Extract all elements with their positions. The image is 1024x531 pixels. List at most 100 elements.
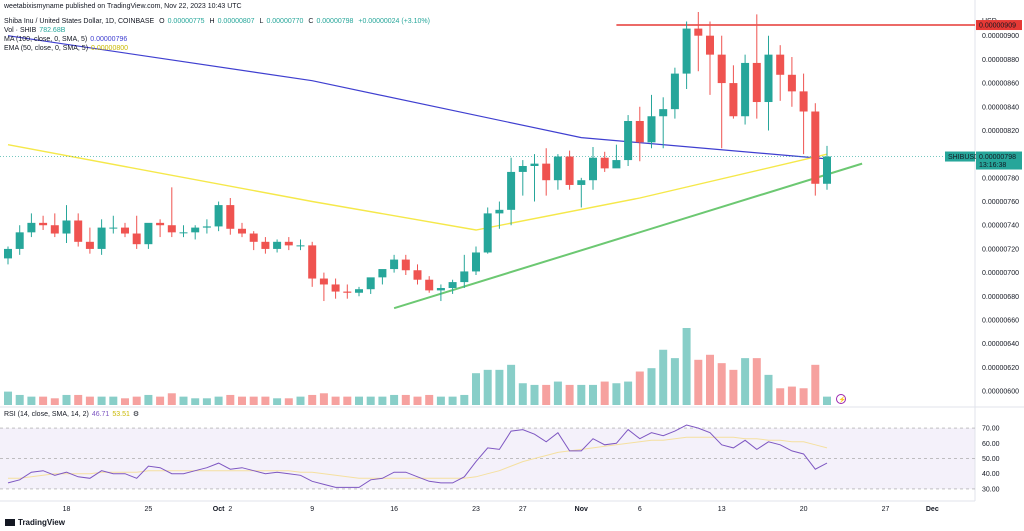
time-tick-label: Dec <box>926 506 939 513</box>
volume-bar <box>823 396 831 405</box>
svg-text:⚡: ⚡ <box>839 396 846 404</box>
ohlc-high: 0.00000807 <box>217 18 255 25</box>
volume-bar <box>776 388 785 405</box>
candle-body <box>741 62 750 117</box>
time-tick-label: Oct <box>213 506 225 513</box>
volume-bar <box>74 394 83 405</box>
volume-bar <box>577 384 586 405</box>
ma-legend[interactable]: MA (100, close, 0, SMA, 5) 0.00000796 <box>4 35 130 44</box>
ma100-line <box>7 35 828 160</box>
candle-body <box>179 232 188 234</box>
tradingview-logo[interactable]: TradingView <box>5 518 65 527</box>
rsi-tick-label: 50.00 <box>982 456 1000 463</box>
alert-icon[interactable]: ⚡ <box>836 394 846 404</box>
candle-body <box>308 245 317 279</box>
candle-body <box>553 156 562 181</box>
volume-bar <box>495 369 504 405</box>
volume-bar <box>717 363 726 405</box>
candle-body <box>413 270 422 280</box>
candle-body <box>238 228 246 234</box>
candle-body <box>249 233 258 242</box>
volume-bar <box>518 383 527 405</box>
rsi-legend[interactable]: RSI (14, close, SMA, 14, 2) 46.71 53.51 ⚙ <box>4 410 142 419</box>
last-price-label: 0.00000798 <box>979 154 1016 161</box>
candle-body <box>62 220 71 234</box>
time-tick-label: 2 <box>228 506 232 513</box>
candle-body <box>472 252 480 272</box>
volume-label: Vol · SHIB <box>4 27 37 34</box>
candle-body <box>483 213 492 253</box>
volume-bar <box>366 396 375 405</box>
candle-body <box>50 225 59 234</box>
price-tick-label: 0.00000880 <box>982 57 1019 64</box>
price-tick-label: 0.00000860 <box>982 81 1019 88</box>
volume-bar <box>121 398 129 405</box>
volume-bar <box>85 396 94 405</box>
candle-body <box>214 205 223 227</box>
candle-body <box>460 271 469 283</box>
support-trendline <box>393 162 863 310</box>
rsi-settings-icon[interactable]: ⚙ <box>132 411 140 418</box>
volume-bar <box>553 381 562 405</box>
ohlc-close-label: C <box>308 18 314 25</box>
volume-bar <box>343 396 352 405</box>
ohlc-change: +0.00000024 (+3.10%) <box>358 18 430 25</box>
rsi-tick-label: 30.00 <box>982 486 1000 493</box>
candle-body <box>167 225 176 233</box>
candle-body <box>378 269 387 278</box>
ema-legend[interactable]: EMA (50, close, 0, SMA, 5) 0.00000800 <box>4 44 131 53</box>
volume-bar <box>296 396 305 405</box>
volume-bar <box>530 384 539 405</box>
time-tick-label: 27 <box>519 506 527 513</box>
countdown-label: 13:16:38 <box>979 162 1006 169</box>
candle-body <box>787 74 796 92</box>
rsi-levels <box>0 427 975 490</box>
volume-bar <box>682 327 691 405</box>
rsi-lines <box>7 424 828 488</box>
time-tick-label: 9 <box>310 506 314 513</box>
volume-bar <box>612 383 621 405</box>
ema50-line <box>7 144 828 231</box>
candle-body <box>577 180 586 185</box>
candle-body <box>191 227 200 233</box>
candle-body <box>85 241 94 249</box>
volume-bar <box>425 394 434 405</box>
resistance-price-label: 0.00000909 <box>979 23 1016 30</box>
price-tick-label: 0.00000740 <box>982 223 1019 230</box>
rsi-sma-line <box>8 436 828 479</box>
time-tick-label: 27 <box>882 506 890 513</box>
volume-bar <box>308 394 317 405</box>
volume-legend[interactable]: Vol · SHIB 782.68B <box>4 26 68 35</box>
price-pane[interactable] <box>0 0 975 407</box>
volume-bar <box>589 384 597 405</box>
price-tick-label: 0.00000680 <box>982 294 1019 301</box>
volume-bar <box>635 371 644 405</box>
candles <box>4 12 831 302</box>
candle-body <box>343 291 352 293</box>
volume-bar <box>39 396 48 405</box>
volume-bar <box>319 393 328 405</box>
volume-bar <box>694 359 703 405</box>
volume-bar <box>156 396 165 405</box>
volume-bar <box>50 398 59 405</box>
candle-body <box>542 163 551 181</box>
volume-bar <box>436 396 445 405</box>
candle-body <box>659 109 668 117</box>
candle-body <box>589 157 597 181</box>
resistance-price-tag <box>976 20 1022 31</box>
candle-body <box>565 156 574 185</box>
candle-body <box>495 209 504 214</box>
volume-bar <box>214 396 223 405</box>
volume-bar <box>483 369 492 405</box>
volume-bars <box>4 327 831 405</box>
rsi-tick-label: 60.00 <box>982 441 1000 448</box>
last-price-tag <box>976 151 1022 170</box>
tradingview-brand: TradingView <box>18 518 65 527</box>
rsi-line <box>7 424 828 488</box>
symbol-title[interactable]: Shiba Inu / United States Dollar, 1D, CO… <box>4 18 155 25</box>
volume-bar <box>144 394 153 405</box>
volume-bar <box>647 368 656 405</box>
candle-body <box>670 73 679 110</box>
volume-bar <box>600 381 609 405</box>
